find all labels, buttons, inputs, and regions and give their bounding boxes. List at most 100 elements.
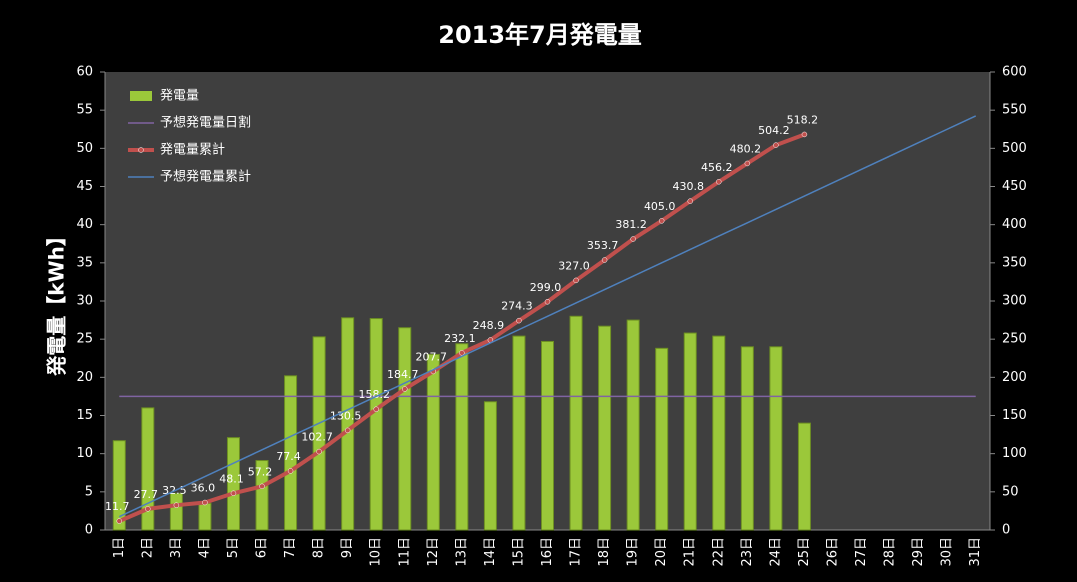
data-label: 327.0 (558, 259, 590, 272)
x-tick-label: 4日 (197, 537, 212, 558)
data-label: 232.1 (444, 332, 476, 345)
x-tick-label: 21日 (683, 537, 698, 567)
data-label: 48.1 (219, 472, 244, 485)
x-tick-label: 8日 (312, 537, 327, 558)
x-tick-label: 18日 (597, 537, 612, 567)
data-label: 381.2 (615, 218, 647, 231)
y-tick-label: 10 (76, 446, 93, 461)
bar (426, 353, 440, 531)
x-tick-label: 14日 (483, 537, 498, 567)
data-label: 207.7 (416, 350, 448, 363)
bar (683, 332, 697, 531)
y2-tick-label: 200 (1002, 370, 1027, 385)
data-label: 248.9 (473, 319, 505, 332)
y2-tick-label: 0 (1002, 523, 1010, 538)
y2-tick-label: 500 (1002, 141, 1027, 156)
bar (198, 502, 212, 531)
bar (312, 336, 326, 531)
x-tick-label: 16日 (540, 537, 555, 567)
line-marker (801, 131, 808, 138)
line-marker (373, 406, 379, 412)
line-marker (573, 277, 579, 284)
x-tick-label: 15日 (511, 537, 526, 567)
y2-tick-label: 550 (1002, 103, 1027, 118)
x-tick-label: 29日 (911, 537, 926, 567)
legend-label: 予想発電量累計 (160, 169, 251, 185)
y2-tick-label: 600 (1002, 65, 1027, 80)
bar (769, 346, 783, 531)
bar (483, 401, 497, 531)
y2-tick-label: 400 (1002, 217, 1027, 232)
line-marker (658, 218, 665, 224)
line-marker (116, 518, 123, 524)
bar (341, 317, 355, 531)
line-marker (402, 386, 408, 392)
bar (712, 335, 726, 531)
y2-tick-label: 50 (1002, 484, 1019, 499)
bar (369, 318, 383, 531)
line-marker (544, 299, 551, 305)
x-tick-label: 19日 (626, 537, 641, 567)
y-tick-label: 45 (76, 179, 93, 194)
data-label: 518.2 (787, 113, 819, 126)
y2-tick-label: 450 (1002, 179, 1027, 194)
bar (626, 319, 640, 531)
data-label: 299.0 (530, 281, 562, 294)
y-tick-label: 40 (76, 217, 93, 232)
x-tick-label: 12日 (426, 537, 441, 567)
line-marker (287, 468, 294, 474)
line-marker (316, 448, 322, 455)
bar (169, 492, 183, 531)
line-marker (145, 506, 151, 512)
data-label: 480.2 (730, 142, 762, 155)
data-label: 184.7 (387, 368, 419, 381)
line-marker (601, 257, 608, 263)
x-tick-label: 17日 (569, 537, 584, 567)
y2-tick-label: 100 (1002, 446, 1027, 461)
x-tick-label: 24日 (768, 537, 783, 567)
legend-label: 発電量累計 (160, 142, 225, 158)
data-label: 36.0 (191, 482, 216, 495)
bar (455, 343, 469, 531)
data-label: 77.4 (276, 450, 301, 463)
y-tick-label: 50 (76, 141, 93, 156)
x-tick-label: 1日 (112, 537, 127, 558)
x-tick-label: 27日 (854, 537, 869, 567)
line-marker (173, 502, 180, 508)
y2-tick-label: 150 (1002, 408, 1027, 423)
bar (512, 335, 526, 531)
y-tick-label: 30 (76, 294, 93, 309)
line-marker (630, 236, 636, 242)
line-marker (202, 499, 208, 506)
line-marker (344, 427, 351, 434)
x-tick-label: 2日 (140, 537, 155, 558)
bar (541, 340, 554, 531)
line-marker (230, 490, 237, 497)
line-marker (516, 317, 522, 324)
bar (398, 327, 412, 531)
y-tick-label: 55 (76, 103, 93, 118)
x-tick-label: 26日 (825, 537, 840, 567)
data-label: 27.7 (134, 488, 159, 501)
x-tick-label: 30日 (940, 537, 955, 567)
x-tick-label: 20日 (654, 537, 669, 567)
x-tick-label: 3日 (169, 537, 184, 558)
data-label: 274.3 (501, 300, 533, 313)
x-tick-label: 22日 (711, 537, 726, 567)
legend-label: 発電量 (160, 89, 199, 104)
y2-tick-label: 350 (1002, 255, 1027, 270)
bar (598, 325, 612, 531)
bar (740, 346, 754, 531)
line-marker (773, 142, 779, 148)
x-tick-label: 11日 (397, 537, 412, 567)
x-tick-label: 28日 (883, 537, 898, 567)
data-label: 456.2 (701, 161, 733, 174)
data-label: 353.7 (587, 239, 619, 252)
bar (226, 437, 240, 531)
y2-tick-label: 250 (1002, 332, 1027, 347)
data-label: 130.5 (330, 409, 362, 422)
bar (284, 375, 298, 531)
bar (569, 315, 583, 531)
data-label: 11.7 (105, 500, 130, 513)
bar (255, 460, 269, 531)
